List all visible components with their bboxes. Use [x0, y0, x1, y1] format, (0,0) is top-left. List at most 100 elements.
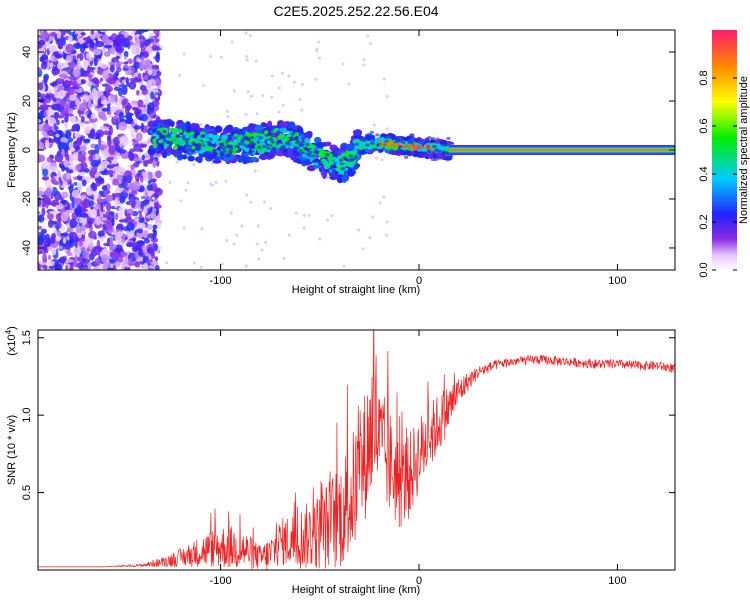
noise-blob: [73, 221, 79, 225]
signal-edge-blob: [224, 145, 229, 149]
noise-blob: [79, 161, 88, 171]
spectrogram-x-ticks: -100 0 100: [210, 30, 627, 287]
noise-blob: [140, 205, 144, 210]
faint-dot: [179, 199, 183, 203]
signal-core-blob: [313, 162, 319, 166]
faint-dot: [186, 181, 190, 185]
noise-blob: [38, 225, 43, 230]
noise-blob: [150, 91, 155, 100]
signal-edge-blob: [298, 143, 303, 147]
signal-core-blob: [154, 134, 160, 140]
signal-core-blob: [213, 134, 221, 140]
signal-edge-blob: [182, 147, 188, 151]
noise-blob: [94, 182, 101, 187]
noise-blob: [137, 228, 144, 234]
signal-blob: [161, 151, 168, 159]
hot-spot: [415, 145, 419, 149]
signal-edge-blob: [441, 150, 447, 154]
noise-blob: [59, 199, 67, 205]
noise-blob: [74, 33, 79, 37]
noise-blob: [94, 153, 100, 162]
noise-blob: [38, 233, 47, 241]
signal-edge-blob: [246, 138, 252, 142]
signal-core-blob: [197, 135, 202, 139]
noise-blob: [89, 129, 96, 139]
noise-blob: [39, 56, 45, 62]
faint-dot: [317, 40, 321, 44]
signal-core-blob: [172, 144, 178, 150]
noise-blob: [154, 201, 160, 207]
signal-core-blob: [253, 136, 260, 142]
signal-edge-blob: [432, 144, 437, 149]
faint-dot: [159, 45, 163, 49]
signal-blob: [180, 122, 187, 129]
faint-dot: [357, 228, 361, 232]
noise-blob: [107, 138, 112, 148]
faint-dot: [208, 54, 212, 58]
signal-blob: [250, 156, 258, 162]
noise-blob: [53, 112, 60, 116]
faint-dot: [232, 242, 236, 246]
signal-edge-blob: [193, 128, 199, 133]
signal-core-blob: [158, 139, 164, 144]
noise-blob: [138, 218, 145, 223]
signal-edge-blob: [404, 155, 409, 159]
signal-edge-blob: [266, 146, 271, 150]
noise-blob: [145, 255, 149, 262]
faint-dot: [361, 247, 365, 251]
noise-blob: [111, 182, 121, 186]
noise-blob: [138, 35, 145, 40]
noise-blob: [68, 141, 74, 149]
noise-blob: [65, 30, 72, 34]
noise-blob: [79, 212, 89, 218]
signal-edge-blob: [389, 151, 394, 155]
faint-dot: [380, 158, 384, 162]
faint-dot: [372, 123, 376, 127]
signal-blob: [287, 121, 296, 130]
noise-blob: [90, 113, 97, 120]
noise-blob: [38, 250, 43, 255]
noise-blob: [99, 144, 105, 151]
noise-blob: [135, 107, 139, 117]
noise-blob: [143, 238, 151, 244]
noise-blob: [59, 163, 64, 169]
noise-blob: [60, 137, 69, 143]
noise-blob: [47, 254, 52, 261]
signal-core-blob: [208, 146, 214, 152]
noise-blob: [52, 51, 59, 56]
noise-blob: [118, 111, 125, 121]
noise-blob: [146, 184, 153, 192]
y-tick-label: -20: [21, 191, 33, 207]
signal-edge-blob: [362, 138, 367, 142]
colorbar-tick-label: 0.2: [698, 214, 710, 229]
noise-blob: [98, 190, 105, 195]
signal-edge-blob: [343, 170, 349, 174]
signal-core-blob: [186, 132, 193, 136]
noise-blob: [88, 230, 97, 239]
signal-edge-blob: [225, 139, 230, 143]
faint-dot: [314, 77, 318, 81]
signal-edge-blob: [271, 147, 276, 151]
signal-edge-blob: [201, 134, 206, 138]
noise-blob: [119, 191, 129, 200]
figure-title: C2E5.2025.252.22.56.E04: [273, 3, 438, 19]
faint-dot: [155, 94, 159, 98]
noise-blob: [111, 231, 117, 236]
noise-blob: [140, 122, 145, 131]
signal-core-blob: [413, 142, 418, 147]
signal-edge-blob: [377, 149, 383, 154]
signal-edge-blob: [292, 147, 298, 151]
colorbar-tick-label: 0.0: [698, 262, 710, 277]
signal-edge-blob: [439, 140, 445, 144]
noise-blob: [69, 147, 75, 153]
faint-dot: [378, 201, 382, 205]
noise-blob: [83, 139, 91, 144]
noise-blob: [125, 242, 134, 248]
faint-dot: [210, 183, 214, 187]
faint-dot: [303, 213, 307, 217]
signal-edge-blob: [369, 135, 374, 139]
faint-dot: [282, 257, 286, 261]
signal-edge-blob: [156, 130, 161, 134]
noise-blob: [101, 46, 106, 53]
noise-blob: [128, 58, 133, 65]
